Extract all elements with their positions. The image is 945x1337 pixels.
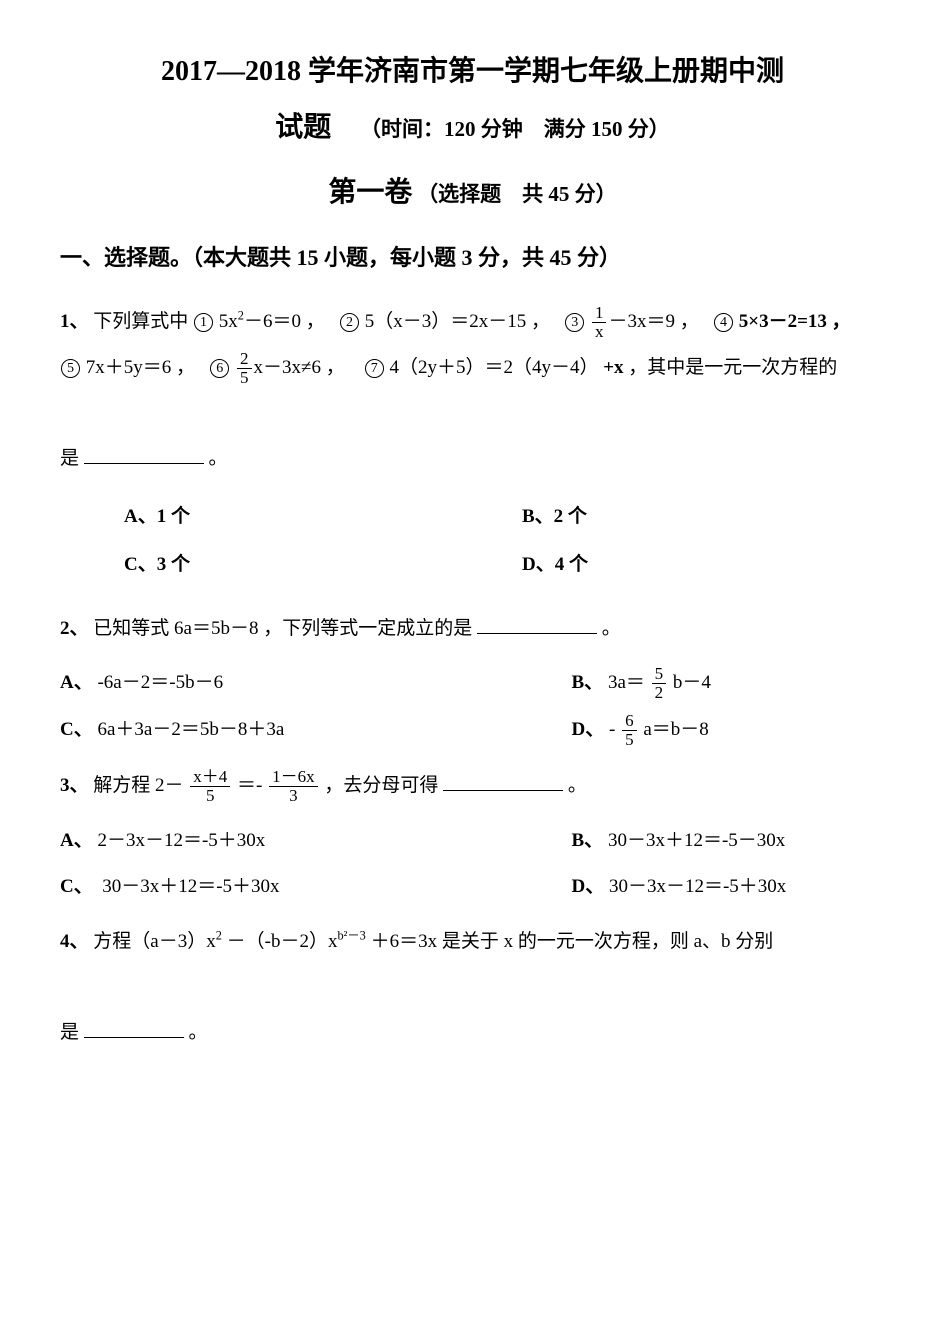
circle-3-icon: 3 [565,313,584,332]
q3-lead: 解方程 2－ [93,775,183,796]
q1-eq7b: +x [603,357,623,378]
q2-optD-label: D、 [572,719,605,740]
q2-period: 。 [602,618,621,639]
q4-tail: 是关于 x 的一元一次方程，则 a、b 分别 [442,931,773,952]
q2-optA-label: A、 [60,672,93,693]
circle-1-icon: 1 [194,313,213,332]
q2-body: 已知等式 6a＝5b－8 ，下列等式一定成立的是 [93,618,472,639]
q2-optC-label: C、 [60,719,93,740]
circle-7-icon: 7 [365,359,384,378]
q3-number: 3、 [60,775,89,796]
q3-optC-label: C、 [60,876,93,897]
q1-tail1: ，其中是一元一次方程的 [628,357,837,378]
circle-4-icon: 4 [714,313,733,332]
q4-exp2: b²－3 [337,929,365,943]
q2-number: 2、 [60,618,89,639]
q2-optD-frac: 6 5 [622,712,637,749]
question-2: 2、 已知等式 6a＝5b－8 ，下列等式一定成立的是 。 [60,606,885,652]
q2-optD-post: a＝b－8 [643,719,708,740]
page-title-line2: 试题 （时间：120 分钟 满分 150 分） [60,101,885,154]
q2-blank [477,615,597,634]
q4-period: 。 [189,1022,208,1043]
q3-frac1: x＋4 5 [190,768,230,805]
q3-optB: 30－3x＋12＝-5－30x [608,830,785,851]
q3-period: 。 [568,775,587,796]
q3-options: A、 2－3x－12＝-5＋30x B、 30－3x＋12＝-5－30x C、 … [60,823,885,905]
q1-number: 1、 [60,311,89,332]
title-cont: 试题 [275,112,331,143]
question-3: 3、 解方程 2－ x＋4 5 ＝- 1－6x 3 ，去分母可得 。 [60,763,885,809]
q2-optB-frac: 5 2 [652,665,667,702]
q1-eq7: 4（2y＋5）＝2（4y－4） [389,357,598,378]
q3-optA: 2－3x－12＝-5＋30x [97,830,265,851]
section-heading: 一、选择题。（本大题共 15 小题，每小题 3 分，共 45 分） [60,237,885,279]
volume-desc: （选择题 共 45 分） [417,182,617,206]
q1-eq4: 5×3－2=13 ， [739,311,851,332]
q3-optD-label: D、 [572,876,605,897]
volume-name: 第一卷 [328,177,412,208]
q1-eq3-frac: 1 x [592,304,607,341]
q4-number: 4、 [60,931,89,952]
q1-eq2: 5（x－3）＝2x－15 ， [365,311,550,332]
q1-period: 。 [209,448,228,469]
time-score: （时间：120 分钟 满分 150 分） [360,117,670,141]
q4-line2: 是 [60,1022,79,1043]
q4-blank [84,1019,184,1038]
q4-mid2: ＋6＝3x [371,931,438,952]
q1-optD: D、4 个 [522,554,588,575]
q1-eq3-tail: －3x＝9 ， [608,311,698,332]
q1-lead: 下列算式中 [93,311,188,332]
q1-eq5: 7x＋5y＝6 ， [86,357,195,378]
q4-lead: 方程（a－3）x [93,931,215,952]
circle-2-icon: 2 [340,313,359,332]
q3-optD: 30－3x－12＝-5＋30x [609,876,786,897]
volume-title: 第一卷 （选择题 共 45 分） [60,166,885,219]
q1-eq6-frac: 2 5 [237,350,252,387]
q3-blank [443,772,563,791]
q1-eq1: 5x2－6＝0 ， [219,311,325,332]
circle-5-icon: 5 [61,359,80,378]
q3-optC: 30－3x＋12＝-5＋30x [102,876,279,897]
q2-optA: -6a－2＝-5b－6 [97,672,223,693]
q3-optB-label: B、 [572,830,604,851]
q1-optB: B、2 个 [522,506,587,527]
question-4: 4、 方程（a－3）x2 －（-b－2）xb²－3 ＋6＝3x 是关于 x 的一… [60,919,885,1056]
circle-6-icon: 6 [210,359,229,378]
page-title-line1: 2017―2018 学年济南市第一学期七年级上册期中测 [60,50,885,95]
q2-optB-post: b－4 [673,672,711,693]
q3-optA-label: A、 [60,830,93,851]
q2-optB-pre: 3a＝ [608,672,645,693]
q3-frac2: 1－6x 3 [269,768,318,805]
q1-options: A、1 个 B、2 个 C、3 个 D、4 个 [60,499,885,583]
question-1: 1、 下列算式中 1 5x2－6＝0 ， 2 5（x－3）＝2x－15 ， 3 … [60,299,885,481]
q3-mid: ＝- [237,775,262,796]
q1-optA: A、1 个 [124,506,190,527]
q2-options: A、 -6a－2＝-5b－6 B、 3a＝ 5 2 b－4 C、 6a＋3a－2… [60,665,885,749]
q1-blank [84,445,204,464]
q4-mid1: －（-b－2）x [227,931,338,952]
q1-tail2: 是 [60,448,79,469]
q1-eq6-tail: x－3x≠6 ， [254,357,345,378]
q2-optC: 6a＋3a－2＝5b－8＋3a [97,719,284,740]
q1-optC: C、3 个 [124,554,190,575]
q2-optD-pre: - [609,719,615,740]
q2-optB-label: B、 [572,672,604,693]
q3-tail: ，去分母可得 [324,775,438,796]
